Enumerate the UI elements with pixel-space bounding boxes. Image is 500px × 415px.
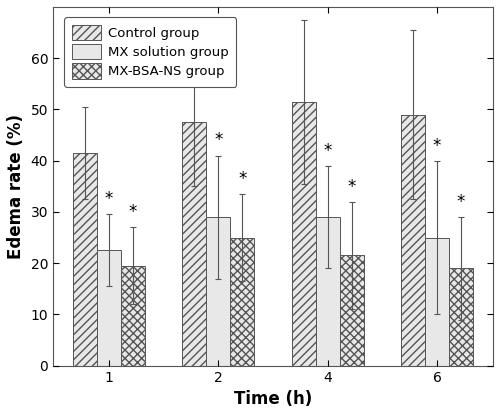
Bar	[425, 237, 449, 366]
Text: *: *	[214, 132, 222, 149]
Text: *: *	[129, 203, 138, 221]
X-axis label: Time (h): Time (h)	[234, 390, 312, 408]
Bar	[230, 237, 254, 366]
Bar	[316, 217, 340, 366]
Bar	[182, 122, 206, 366]
Bar	[292, 102, 316, 366]
Text: *: *	[324, 142, 332, 160]
Text: *: *	[348, 178, 356, 195]
Bar	[206, 217, 231, 366]
Y-axis label: Edema rate (%): Edema rate (%)	[7, 114, 25, 259]
Bar	[73, 153, 97, 366]
Bar	[97, 250, 121, 366]
Bar	[449, 268, 473, 366]
Legend: Control group, MX solution group, MX-BSA-NS group: Control group, MX solution group, MX-BSA…	[64, 17, 236, 87]
Bar	[401, 115, 425, 366]
Text: *: *	[238, 170, 246, 188]
Bar	[121, 266, 145, 366]
Text: *: *	[457, 193, 465, 211]
Text: *: *	[105, 190, 113, 208]
Bar	[340, 256, 363, 366]
Text: *: *	[433, 137, 441, 154]
